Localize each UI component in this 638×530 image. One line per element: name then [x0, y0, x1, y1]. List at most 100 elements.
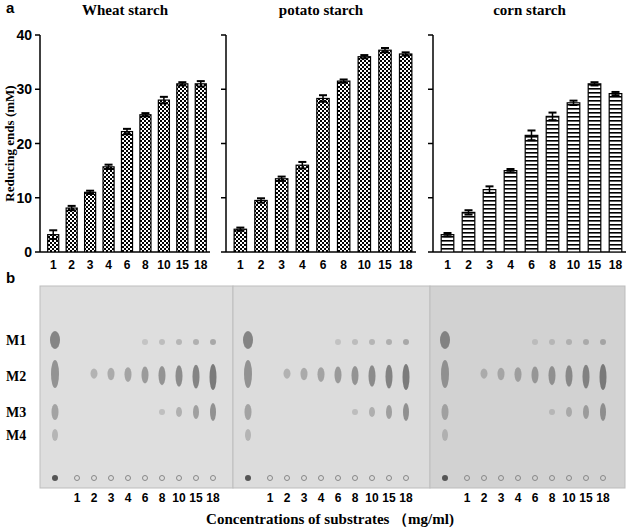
tlc-plate	[40, 286, 233, 488]
lane-label: 8	[159, 491, 166, 505]
bar	[121, 132, 132, 252]
error-cap	[49, 238, 57, 240]
error-cap	[86, 193, 94, 195]
tlc-origin	[126, 476, 131, 481]
lane-label: 4	[515, 491, 522, 505]
error-cap	[160, 96, 168, 98]
tlc-origin	[319, 476, 324, 481]
y-tick	[35, 89, 40, 91]
y-tick-label: 10	[16, 190, 32, 206]
tlc-spot	[142, 367, 149, 384]
tlc-plate	[430, 286, 625, 488]
bar	[255, 200, 267, 252]
tlc-panel: b123468101518123468101518123468101518M1M…	[6, 269, 625, 528]
bars	[234, 48, 412, 252]
x-tick-label: 6	[320, 258, 327, 272]
error-bar	[86, 191, 94, 194]
y-tick	[221, 89, 226, 91]
bar	[158, 100, 169, 252]
tlc-spot	[498, 368, 505, 381]
error-cap	[141, 112, 149, 114]
error-cap	[612, 94, 620, 96]
tlc-spot	[583, 365, 590, 389]
y-tick	[221, 143, 226, 145]
error-cap	[236, 227, 244, 229]
error-bar	[486, 186, 494, 193]
error-cap	[178, 81, 186, 83]
lane-label: 8	[549, 491, 556, 505]
lane-label: 3	[301, 491, 308, 505]
x-tick-label: 2	[68, 258, 75, 272]
error-bar	[160, 97, 168, 104]
error-cap	[570, 100, 578, 102]
tlc-origin	[177, 476, 182, 481]
error-cap	[340, 78, 348, 80]
chart: Wheat starchReducing ends (mM)0102030401…	[2, 2, 210, 272]
y-tick	[428, 34, 433, 36]
tlc-origin	[160, 476, 165, 481]
error-cap	[319, 101, 327, 103]
marker-label: M2	[6, 369, 26, 384]
error-bar	[141, 113, 149, 116]
tlc-origin	[567, 476, 572, 481]
tlc-spot	[52, 404, 59, 420]
tlc-spot	[245, 429, 251, 441]
tlc-spot	[403, 403, 409, 421]
x-tick-label: 4	[507, 258, 514, 272]
tlc-spot	[352, 366, 359, 385]
error-cap	[141, 115, 149, 117]
x-tick-label: 15	[176, 258, 190, 272]
bars	[48, 81, 207, 252]
tlc-spot	[549, 339, 555, 345]
tlc-origin	[387, 476, 392, 481]
error-cap	[507, 168, 515, 170]
error-bar	[444, 233, 452, 236]
tlc-origin	[268, 476, 273, 481]
y-tick	[428, 143, 433, 145]
tlc-spot	[549, 366, 556, 385]
tlc-spot	[318, 367, 325, 382]
x-tick-label: 1	[444, 258, 451, 272]
tlc-spot	[600, 339, 606, 345]
bar	[85, 192, 96, 252]
x-tick-label: 8	[340, 258, 347, 272]
error-cap	[197, 86, 205, 88]
tlc-spot	[583, 405, 589, 419]
error-bar	[381, 48, 389, 52]
x-tick-label: 1	[50, 258, 57, 272]
tlc-spot	[386, 339, 392, 345]
panel-label: b	[6, 269, 15, 286]
error-cap	[528, 129, 536, 131]
lane-label: 6	[142, 491, 149, 505]
lane-label: 2	[284, 491, 291, 505]
error-cap	[465, 209, 473, 211]
lane-label: 3	[108, 491, 115, 505]
bar	[234, 229, 246, 252]
chart-title: potato starch	[279, 2, 364, 18]
y-tick-label: 0	[24, 244, 32, 260]
error-bar	[402, 52, 410, 55]
tlc-spot	[142, 339, 148, 345]
error-cap	[278, 176, 286, 178]
tlc-spot	[159, 366, 166, 385]
error-bar	[591, 82, 599, 85]
tlc-spot	[50, 331, 60, 349]
x-tick-label: 1	[237, 258, 244, 272]
error-cap	[105, 164, 113, 166]
y-tick	[221, 34, 226, 36]
tlc-spot	[481, 368, 488, 378]
bar	[441, 235, 454, 252]
lane-label: 10	[562, 491, 576, 505]
tlc-spot	[244, 360, 252, 388]
y-tick-label: 30	[16, 81, 32, 97]
bar	[609, 94, 622, 252]
lane-label: 10	[172, 491, 186, 505]
tlc-origin	[584, 476, 589, 481]
bar	[275, 179, 287, 252]
tlc-spot	[403, 364, 410, 390]
x-tick-label: 2	[465, 258, 472, 272]
panel-label: a	[6, 0, 15, 16]
error-cap	[444, 235, 452, 237]
error-bar	[528, 130, 536, 140]
page: {"panel_labels": ["a", "b"], "chart_data…	[0, 0, 638, 530]
